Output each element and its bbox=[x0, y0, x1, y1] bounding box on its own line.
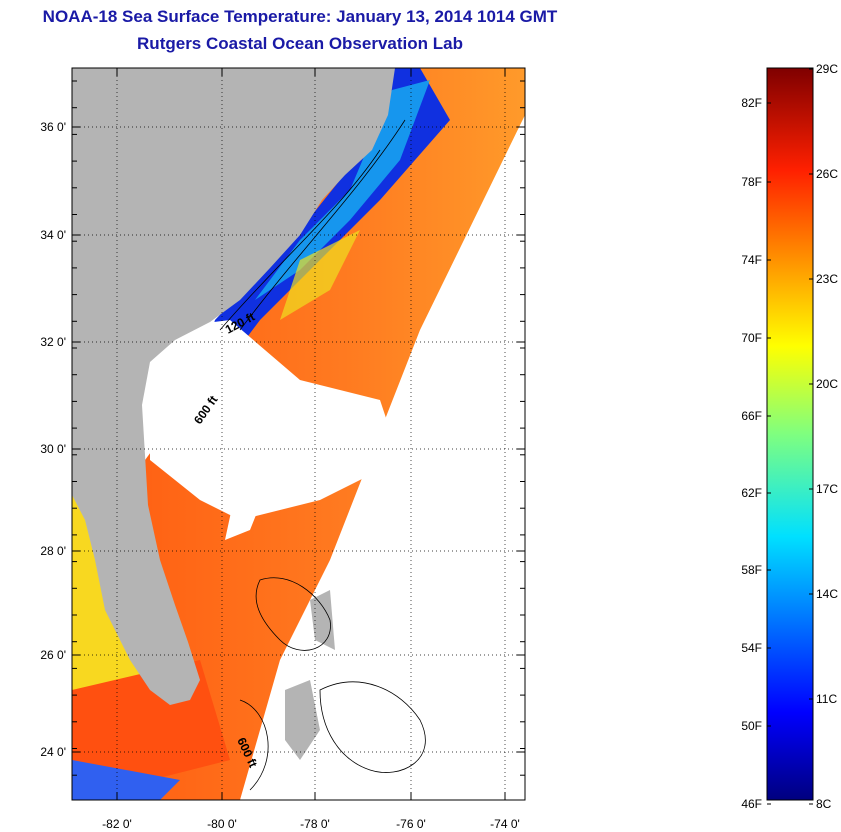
lat-tick-label: 24 0' bbox=[40, 745, 66, 759]
lon-tick-label: -76 0' bbox=[396, 817, 426, 831]
colorbar-fahrenheit-label: 70F bbox=[741, 331, 762, 345]
title-line-2: Rutgers Coastal Ocean Observation Lab bbox=[137, 34, 463, 53]
colorbar-celsius-label: 17C bbox=[816, 482, 838, 496]
colorbar-fahrenheit-label: 50F bbox=[741, 719, 762, 733]
land bbox=[72, 68, 395, 705]
colorbar-fahrenheit-label: 58F bbox=[741, 563, 762, 577]
colorbar-fahrenheit-label: 82F bbox=[741, 96, 762, 110]
colorbar bbox=[766, 67, 814, 801]
map-frame bbox=[71, 67, 526, 801]
lat-tick-label: 28 0' bbox=[40, 544, 66, 558]
colorbar-fahrenheit-label: 74F bbox=[741, 253, 762, 267]
lon-tick-label: -80 0' bbox=[207, 817, 237, 831]
colorbar-celsius-label: 26C bbox=[816, 167, 838, 181]
lon-tick-label: -82 0' bbox=[102, 817, 132, 831]
colorbar-fahrenheit-label: 66F bbox=[741, 409, 762, 423]
colorbar-celsius-label: 20C bbox=[816, 377, 838, 391]
lat-tick-label: 26 0' bbox=[40, 648, 66, 662]
colorbar-celsius-label: 14C bbox=[816, 587, 838, 601]
lon-tick-label: -78 0' bbox=[300, 817, 330, 831]
lat-tick-label: 30 0' bbox=[40, 442, 66, 456]
colorbar-fahrenheit-label: 54F bbox=[741, 641, 762, 655]
colorbar-fahrenheit-label: 46F bbox=[741, 797, 762, 811]
lon-tick-label: -74 0' bbox=[490, 817, 520, 831]
lat-tick-label: 32 0' bbox=[40, 335, 66, 349]
colorbar-celsius-label: 29C bbox=[816, 62, 838, 76]
lat-tick-label: 36 0' bbox=[40, 120, 66, 134]
lat-tick-label: 34 0' bbox=[40, 228, 66, 242]
cloud-cover bbox=[150, 320, 400, 520]
colorbar-fahrenheit-label: 78F bbox=[741, 175, 762, 189]
map-area bbox=[72, 68, 525, 800]
colorbar-fahrenheit-label: 62F bbox=[741, 486, 762, 500]
title-line-1: NOAA-18 Sea Surface Temperature: January… bbox=[42, 7, 558, 26]
colorbar-celsius-label: 11C bbox=[816, 692, 837, 706]
colorbar-celsius-label: 23C bbox=[816, 272, 838, 286]
colorbar-celsius-label: 8C bbox=[816, 797, 832, 811]
